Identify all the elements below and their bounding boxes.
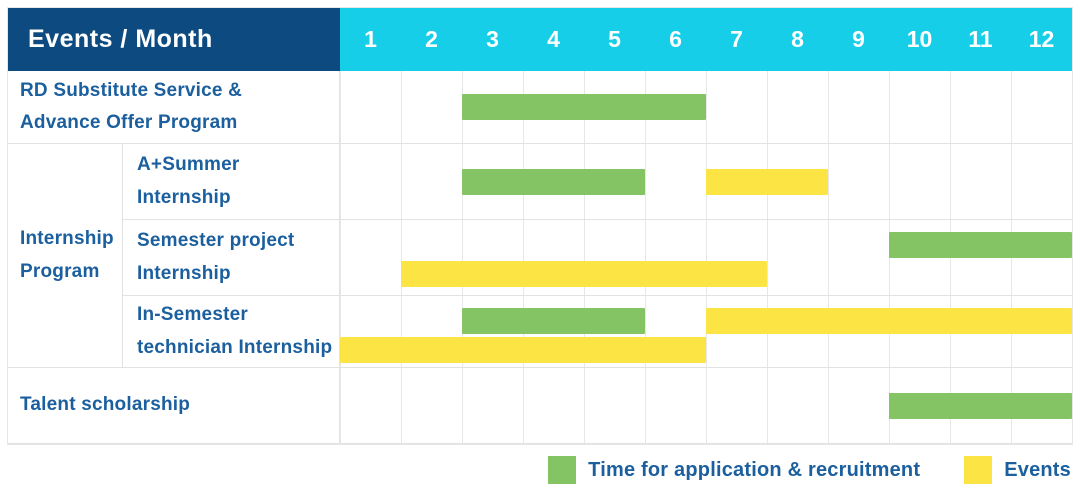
row-label-a-plus-summer-internship: A+Summer Internship bbox=[123, 144, 340, 220]
timeline-semester-project-internship bbox=[340, 220, 1072, 296]
month-label-1: 1 bbox=[364, 26, 377, 52]
timeline-rd-substitute-service bbox=[340, 71, 1072, 144]
bar-application-months-10-12 bbox=[889, 232, 1072, 258]
month-header-row: 1 2 3 4 5 6 7 8 9 10 11 12 bbox=[340, 8, 1072, 71]
bar-events-months-2-7 bbox=[401, 261, 767, 287]
bar-events-months-1-6 bbox=[340, 337, 706, 363]
month-label-10: 10 bbox=[906, 26, 933, 52]
legend-label-events: Events bbox=[1004, 458, 1071, 481]
month-label-7: 7 bbox=[730, 26, 743, 52]
month-label-2: 2 bbox=[425, 26, 438, 52]
month-label-5: 5 bbox=[608, 26, 621, 52]
legend: Time for application & recruitment Event… bbox=[7, 456, 1073, 484]
month-label-3: 3 bbox=[486, 26, 499, 52]
table-header-events-month: Events / Month bbox=[8, 8, 340, 71]
row-label-semester-project-internship: Semester project Internship bbox=[123, 220, 340, 296]
month-label-4: 4 bbox=[547, 26, 560, 52]
row-label-rd-substitute-service: RD Substitute Service & Advance Offer Pr… bbox=[8, 71, 340, 144]
month-label-11: 11 bbox=[968, 26, 993, 52]
month-label-12: 12 bbox=[1028, 26, 1055, 52]
bar-application-months-3-5 bbox=[462, 308, 645, 334]
legend-label-application: Time for application & recruitment bbox=[588, 458, 921, 481]
bar-events-months-7-12 bbox=[706, 308, 1072, 334]
group-label-internship-program: Internship Program bbox=[8, 144, 123, 368]
timeline-talent-scholarship bbox=[340, 368, 1072, 444]
month-label-8: 8 bbox=[791, 26, 804, 52]
month-label-9: 9 bbox=[852, 26, 865, 52]
timeline-in-semester-technician-internship bbox=[340, 296, 1072, 368]
bar-application-months-3-5 bbox=[462, 168, 645, 195]
legend-swatch-events-icon bbox=[964, 456, 993, 484]
events-month-title: Events / Month bbox=[28, 25, 213, 53]
bar-application-months-3-6 bbox=[462, 94, 706, 120]
legend-item-events: Events bbox=[964, 456, 1071, 484]
month-label-6: 6 bbox=[669, 26, 682, 52]
legend-swatch-application-icon bbox=[548, 456, 577, 484]
bar-events-months-7-8 bbox=[706, 168, 828, 195]
bar-application-months-10-12 bbox=[889, 392, 1072, 419]
timeline-a-plus-summer-internship bbox=[340, 144, 1072, 220]
row-label-in-semester-technician-internship: In-Semester technician Internship bbox=[123, 296, 340, 368]
events-by-month-table: Events / Month 1 2 3 4 5 6 7 8 9 10 11 1… bbox=[7, 7, 1073, 445]
legend-item-application: Time for application & recruitment bbox=[548, 456, 920, 484]
row-label-talent-scholarship: Talent scholarship bbox=[8, 368, 340, 444]
